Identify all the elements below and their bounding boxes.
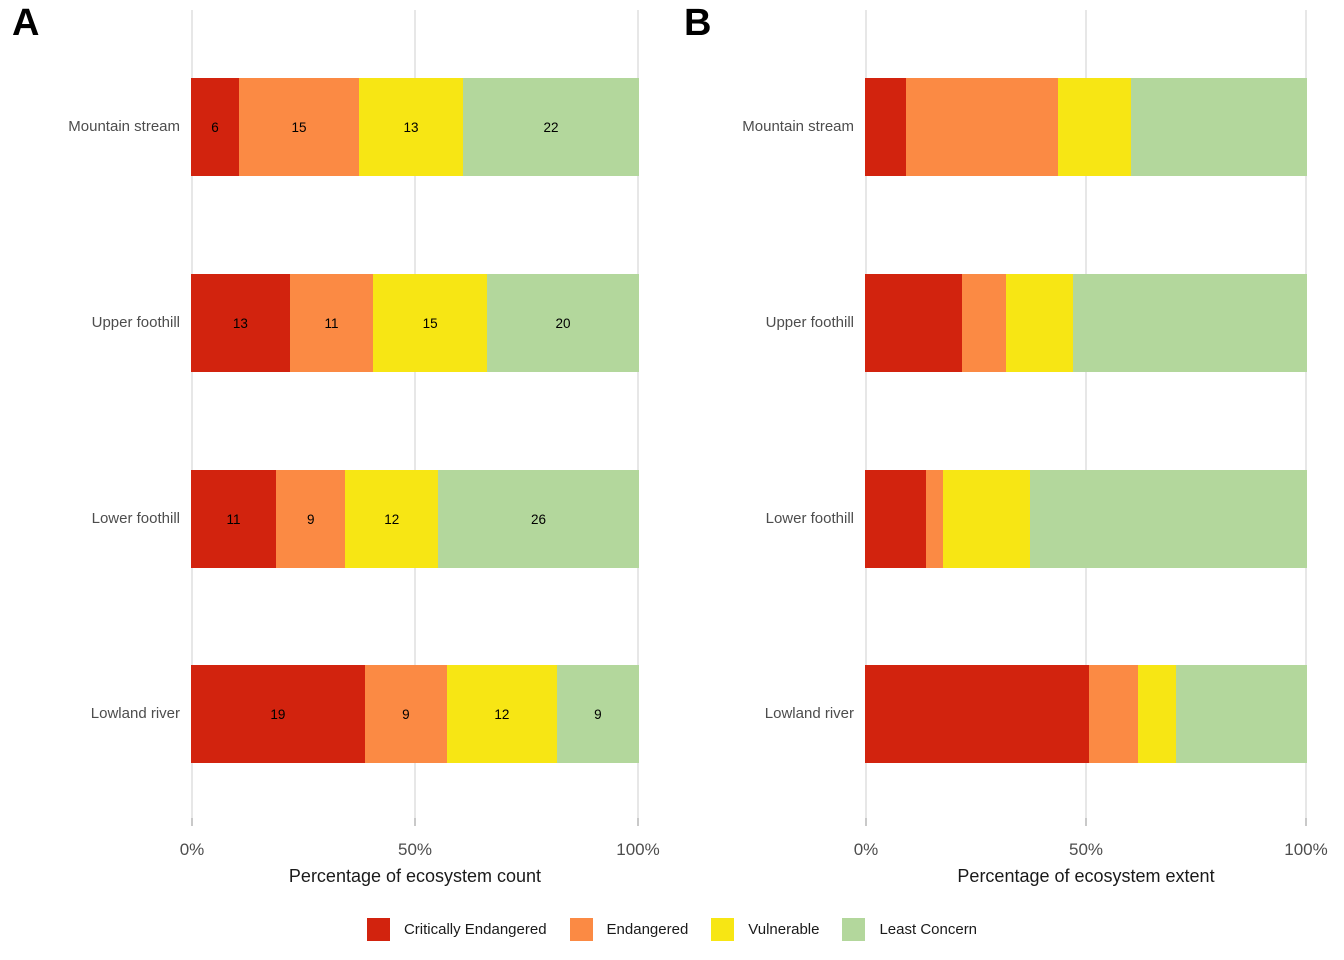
- bar-segment: [1089, 665, 1138, 763]
- bar-segment: 13: [191, 274, 290, 372]
- bar-segment: 13: [359, 78, 463, 176]
- x-axis-tick-label: 50%: [397, 840, 433, 859]
- bar-segment: [1058, 78, 1131, 176]
- bar-row: [865, 665, 1307, 763]
- gridline: [191, 10, 193, 818]
- bar-segment: 9: [364, 665, 447, 763]
- panel-a-tag: A: [12, 2, 40, 44]
- bar-segment: [865, 665, 1090, 763]
- panel-b-tag: B: [684, 2, 712, 44]
- bar-segment: [1137, 665, 1177, 763]
- gridline: [1085, 10, 1087, 818]
- x-axis-tick: [414, 818, 416, 826]
- bar-segment: [865, 274, 962, 372]
- bar-segment: 15: [373, 274, 488, 372]
- bar-segment: 26: [438, 470, 639, 568]
- bar-segment: 9: [275, 470, 346, 568]
- bar-segment: 11: [289, 274, 374, 372]
- bar-row: [865, 274, 1307, 372]
- bar-segment: 15: [239, 78, 359, 176]
- bar-segment: 9: [556, 665, 639, 763]
- bar-segment: [865, 470, 927, 568]
- x-axis-tick: [1305, 818, 1307, 826]
- x-axis-title-b: Percentage of ecosystem extent: [957, 866, 1215, 886]
- x-axis-tick-label: 0%: [853, 840, 879, 859]
- bar-segment: 11: [191, 470, 276, 568]
- x-axis-tick: [865, 818, 867, 826]
- bar-segment: 12: [446, 665, 557, 763]
- legend-color-swatch: [842, 918, 866, 941]
- category-label: Mountain stream: [742, 118, 854, 135]
- category-label: Mountain stream: [68, 118, 180, 135]
- bar-segment: [961, 274, 1006, 372]
- bar-segment: [906, 78, 1059, 176]
- bar-segment: 22: [463, 78, 639, 176]
- category-label: Lower foothill: [765, 510, 854, 527]
- category-label: Lowland river: [764, 705, 854, 722]
- gridline: [637, 10, 639, 818]
- gridline: [414, 10, 416, 818]
- bar-segment: [1176, 665, 1307, 763]
- category-label: Upper foothill: [765, 314, 854, 331]
- category-label: Lowland river: [90, 705, 180, 722]
- legend-entry: Endangered: [569, 918, 689, 941]
- bar-segment: [943, 470, 1030, 568]
- legend-entry: Least Concern: [842, 918, 977, 941]
- legend-entry: Vulnerable: [711, 918, 819, 941]
- legend-label: Vulnerable: [748, 921, 820, 938]
- x-axis-tick-label: 100%: [1284, 840, 1328, 859]
- bar-row: [865, 78, 1307, 176]
- bar-row: [865, 470, 1307, 568]
- plot-area-a: 6 15 13 22 Mountain stream 13 11 15 20 Upper foot…: [68, 10, 660, 859]
- legend-label: Critically Endangered: [403, 921, 547, 938]
- bar-segment: 6: [191, 78, 239, 176]
- bar-segment: [1029, 470, 1307, 568]
- x-axis-tick: [1085, 818, 1087, 826]
- x-axis-tick-label: 50%: [1068, 840, 1104, 859]
- legend-label: Least Concern: [879, 921, 978, 938]
- category-label: Upper foothill: [91, 314, 180, 331]
- x-axis-tick-label: 100%: [616, 840, 660, 859]
- bar-row: 13 11 15 20: [191, 274, 639, 372]
- legend-color-swatch: [366, 918, 390, 941]
- plot-area-b: Mountain stream Upper foothill Lower footh…: [742, 10, 1328, 859]
- bar-segment: [865, 78, 907, 176]
- bar-segment: [1130, 78, 1307, 176]
- bar-row: 11 9 12 26: [191, 470, 639, 568]
- legend-label: Endangered: [606, 921, 689, 938]
- bar-segment: 19: [191, 665, 365, 763]
- bar-row: 6 15 13 22: [191, 78, 639, 176]
- legend-entry: Critically Endangered: [366, 918, 547, 941]
- x-axis-tick: [191, 818, 193, 826]
- legend: Critically Endangered Endangered Vulnerabl…: [0, 918, 1344, 941]
- legend-color-swatch: [711, 918, 735, 941]
- legend-color-swatch: [569, 918, 593, 941]
- bar-segment: 12: [345, 470, 439, 568]
- bar-row: 19 9 12 9: [191, 665, 639, 763]
- category-label: Lower foothill: [91, 510, 180, 527]
- x-axis-title-a: Percentage of ecosystem count: [288, 866, 542, 886]
- bar-segment: [1005, 274, 1074, 372]
- gridline: [865, 10, 867, 818]
- bar-segment: [1073, 274, 1307, 372]
- x-axis-tick: [637, 818, 639, 826]
- bar-segment: [926, 470, 944, 568]
- bar-segment: 20: [487, 274, 639, 372]
- gridline: [1305, 10, 1307, 818]
- x-axis-tick-label: 0%: [179, 840, 205, 859]
